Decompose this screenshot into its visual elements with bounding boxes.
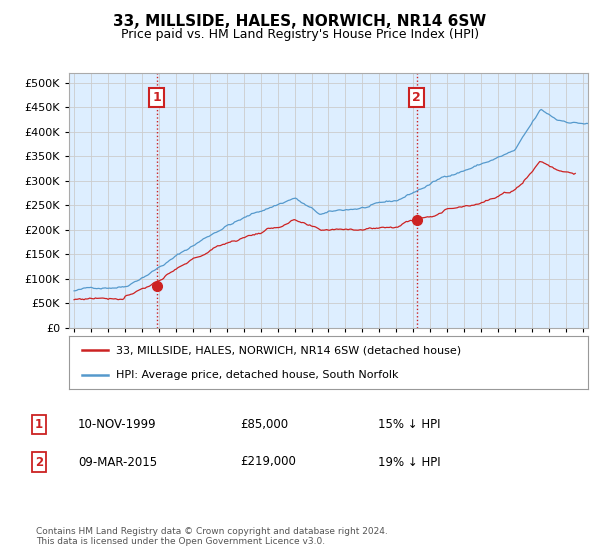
Text: 10-NOV-1999: 10-NOV-1999 — [78, 418, 157, 431]
Text: £85,000: £85,000 — [240, 418, 288, 431]
Text: 15% ↓ HPI: 15% ↓ HPI — [378, 418, 440, 431]
Text: 19% ↓ HPI: 19% ↓ HPI — [378, 455, 440, 469]
Text: £219,000: £219,000 — [240, 455, 296, 469]
Text: 33, MILLSIDE, HALES, NORWICH, NR14 6SW (detached house): 33, MILLSIDE, HALES, NORWICH, NR14 6SW (… — [116, 346, 461, 356]
Text: 2: 2 — [35, 455, 43, 469]
Text: 2: 2 — [412, 91, 421, 104]
Text: 1: 1 — [35, 418, 43, 431]
Text: 09-MAR-2015: 09-MAR-2015 — [78, 455, 157, 469]
Text: 33, MILLSIDE, HALES, NORWICH, NR14 6SW: 33, MILLSIDE, HALES, NORWICH, NR14 6SW — [113, 14, 487, 29]
Text: HPI: Average price, detached house, South Norfolk: HPI: Average price, detached house, Sout… — [116, 370, 398, 380]
Text: 1: 1 — [152, 91, 161, 104]
Text: Price paid vs. HM Land Registry's House Price Index (HPI): Price paid vs. HM Land Registry's House … — [121, 28, 479, 41]
Text: Contains HM Land Registry data © Crown copyright and database right 2024.
This d: Contains HM Land Registry data © Crown c… — [36, 526, 388, 546]
